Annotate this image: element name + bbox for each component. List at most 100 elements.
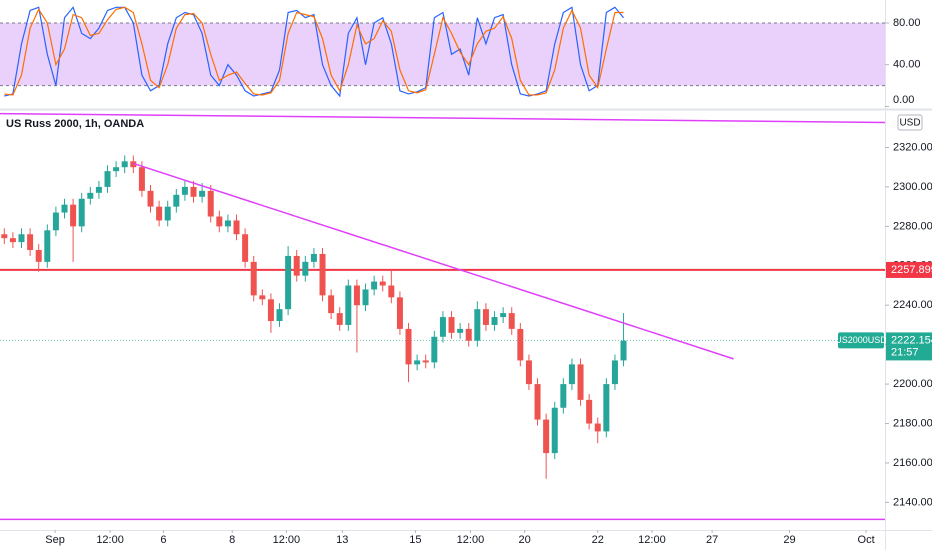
candle-body bbox=[603, 384, 610, 432]
candle-body bbox=[190, 186, 197, 197]
y-tick-label: 2160.000 bbox=[893, 457, 932, 469]
candle-body bbox=[70, 204, 77, 227]
candle-body bbox=[551, 407, 558, 454]
y-tick-label: 2180.000 bbox=[893, 417, 932, 429]
x-tick-label: 27 bbox=[706, 534, 718, 546]
y-tick-label: 2300.000 bbox=[893, 181, 932, 193]
candle-body bbox=[9, 238, 16, 243]
candle-body bbox=[525, 360, 532, 385]
candle-body bbox=[362, 289, 369, 306]
candle-body bbox=[78, 198, 85, 227]
candle-body bbox=[18, 234, 25, 243]
currency-label[interactable]: USD bbox=[899, 118, 920, 129]
x-tick-label: 22 bbox=[592, 534, 604, 546]
x-tick-label: 12:00 bbox=[457, 534, 485, 546]
candle-body bbox=[371, 281, 378, 290]
countdown-label: 21:57 bbox=[891, 346, 919, 358]
candle-body bbox=[173, 194, 180, 207]
candle-body bbox=[457, 328, 464, 333]
y-tick-label: 2280.000 bbox=[893, 220, 932, 232]
candle-body bbox=[336, 313, 343, 325]
candle-body bbox=[1, 234, 8, 239]
x-tick-label: 20 bbox=[519, 534, 531, 546]
currency-box[interactable] bbox=[897, 114, 923, 131]
trendline bbox=[0, 112, 886, 124]
candle-body bbox=[465, 328, 472, 341]
candle-body bbox=[242, 234, 249, 262]
candle-body bbox=[620, 340, 627, 361]
symbol-tag bbox=[838, 332, 884, 349]
x-tick-label: 12:00 bbox=[638, 534, 666, 546]
candle-body bbox=[353, 285, 360, 306]
y-tick-label: 80.00 bbox=[893, 17, 921, 29]
stoch-band bbox=[0, 22, 885, 86]
candle-body bbox=[448, 317, 455, 333]
candle-body bbox=[405, 328, 412, 365]
candle-body bbox=[594, 423, 601, 432]
candle-body bbox=[611, 360, 618, 385]
candle-body bbox=[482, 309, 489, 325]
candle-body bbox=[138, 167, 145, 191]
candle-body bbox=[216, 216, 223, 227]
candle-body bbox=[95, 186, 102, 193]
candle-body bbox=[439, 317, 446, 337]
candle-body bbox=[250, 261, 257, 296]
x-tick-label: 8 bbox=[229, 534, 235, 546]
y-tick-label: 2240.000 bbox=[893, 299, 932, 311]
candle-body bbox=[293, 255, 300, 276]
candle-body bbox=[568, 364, 575, 385]
candle-body bbox=[113, 167, 120, 172]
stoch-line bbox=[4, 6, 624, 96]
x-tick-label: 29 bbox=[783, 534, 795, 546]
candle-body bbox=[414, 360, 421, 365]
x-tick-label: 6 bbox=[160, 534, 166, 546]
price-tag bbox=[886, 261, 932, 278]
candle-body bbox=[396, 297, 403, 329]
candle-body bbox=[199, 190, 206, 197]
candle-body bbox=[491, 317, 498, 325]
candle-body bbox=[104, 171, 111, 187]
y-tick-label: 2140.000 bbox=[893, 496, 932, 508]
candle-body bbox=[379, 281, 386, 286]
price-tag-label: 2257.899 bbox=[891, 264, 932, 276]
last-price-tag bbox=[886, 332, 932, 361]
candle-body bbox=[87, 192, 94, 199]
candle-body bbox=[267, 299, 274, 321]
candle-body bbox=[224, 220, 231, 227]
candle-body bbox=[422, 360, 429, 363]
candle-body bbox=[259, 295, 266, 300]
y-tick-label: 2200.000 bbox=[893, 378, 932, 390]
candle-body bbox=[52, 212, 59, 231]
x-tick-label: Oct bbox=[858, 534, 875, 546]
y-tick-label: 2320.000 bbox=[893, 141, 932, 153]
x-tick-label: 12:00 bbox=[96, 534, 124, 546]
candle-body bbox=[310, 253, 317, 262]
candle-body bbox=[388, 285, 395, 298]
candle-body bbox=[534, 384, 541, 420]
x-tick-label: 13 bbox=[336, 534, 348, 546]
candle-body bbox=[345, 285, 352, 325]
candle-body bbox=[147, 190, 154, 207]
candle-body bbox=[474, 309, 481, 341]
stoch-line bbox=[4, 6, 625, 98]
candle-body bbox=[181, 186, 188, 195]
candle-body bbox=[44, 230, 51, 262]
x-tick-label: Sep bbox=[45, 534, 65, 546]
candle-body bbox=[302, 261, 309, 276]
candle-body bbox=[319, 253, 326, 296]
candle-body bbox=[233, 220, 240, 235]
symbol-tag-label: US2000USD bbox=[835, 335, 887, 345]
candle-body bbox=[431, 336, 438, 363]
x-tick-label: 12:00 bbox=[273, 534, 301, 546]
candle-body bbox=[586, 399, 593, 424]
candle-body bbox=[164, 206, 171, 221]
candle-body bbox=[328, 295, 335, 314]
candle-body bbox=[508, 313, 515, 329]
candle-body bbox=[121, 161, 128, 168]
candle-body bbox=[27, 234, 34, 251]
candle-body bbox=[500, 313, 507, 318]
candle-body bbox=[61, 204, 68, 213]
candle-body bbox=[577, 364, 584, 400]
